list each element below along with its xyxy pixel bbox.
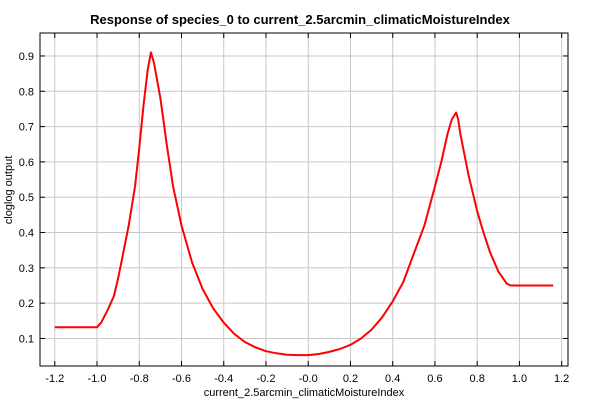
plot-frame	[39, 32, 569, 367]
x-tick-label: -1.0	[88, 373, 107, 385]
y-tick-label: 0.2	[19, 298, 34, 310]
x-tick-label: -1.2	[45, 373, 64, 385]
series-layer	[54, 51, 554, 357]
y-tick-label: 0.9	[19, 51, 34, 63]
x-tick-label: 1.0	[512, 373, 527, 385]
y-tick-label: 0.6	[19, 157, 34, 169]
x-tick-label: -0.6	[172, 373, 191, 385]
x-tick-label: -0.0	[299, 373, 318, 385]
x-tick-label: 0.4	[385, 373, 400, 385]
x-tick-label: -0.4	[214, 373, 233, 385]
grid-layer	[40, 33, 568, 366]
y-tick-label: 0.7	[19, 122, 34, 134]
axis-layer: -1.2 -1.0 -0.8 -0.6 -0.4 -0.2 -0.0 0.2 0.4 0.6 0.8…	[19, 33, 569, 385]
y-tick-label: 0.1	[19, 333, 34, 345]
x-axis-label: current_2.5arcmin_climaticMoistureIndex	[204, 387, 405, 399]
x-tick-label: 0.6	[427, 373, 442, 385]
x-tick-label: 0.8	[470, 373, 485, 385]
response-curve	[54, 51, 554, 357]
x-tick-label: -0.8	[130, 373, 149, 385]
y-tick-label: 0.4	[19, 228, 34, 240]
x-tick-label: -0.2	[256, 373, 275, 385]
x-tick-label: 1.2	[554, 373, 569, 385]
y-tick-label: 0.5	[19, 192, 34, 204]
y-tick-label: 0.8	[19, 86, 34, 98]
y-tick-label: 0.3	[19, 263, 34, 275]
chart-title: Response of species_0 to current_2.5arcm…	[90, 12, 511, 27]
x-tick-label: 0.2	[343, 373, 358, 385]
y-axis-label: cloglog output	[3, 156, 15, 225]
